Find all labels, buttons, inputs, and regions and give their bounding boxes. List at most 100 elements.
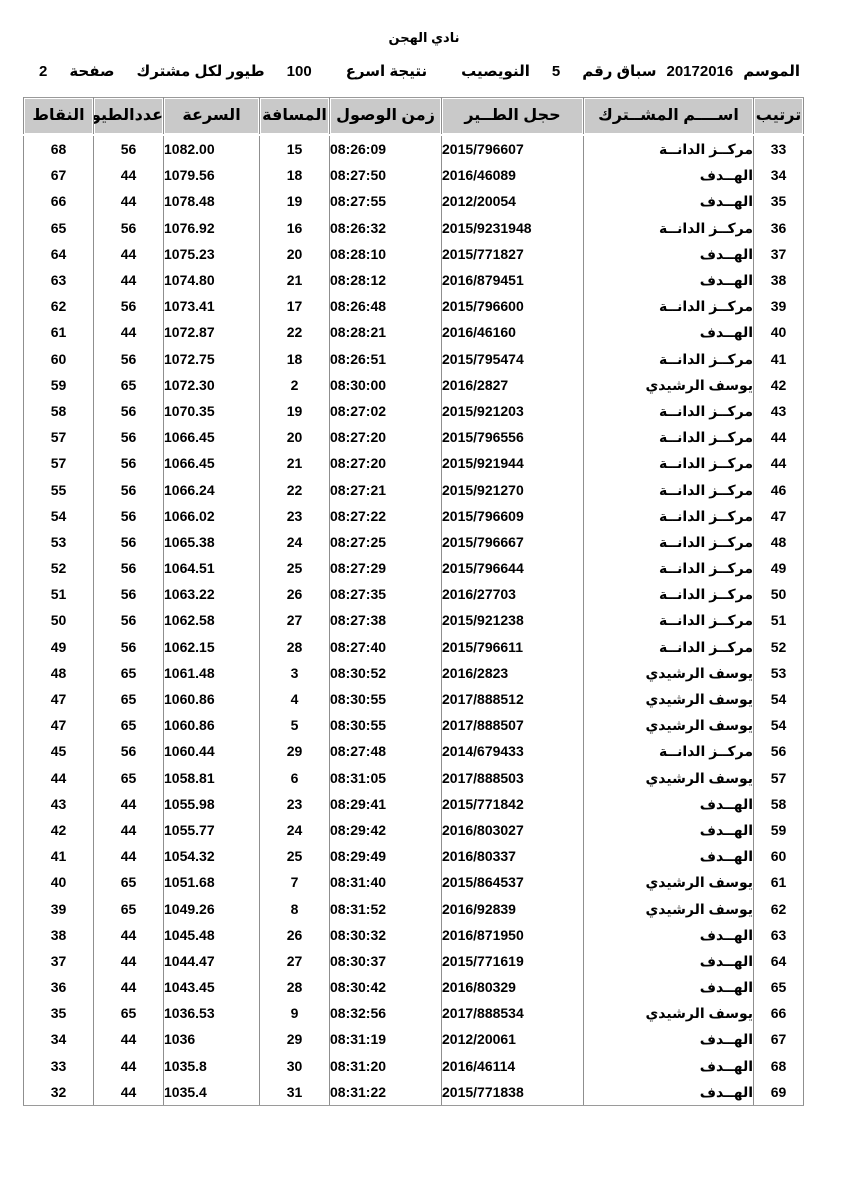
cell-ring-number: 2017/888534 — [441, 1000, 584, 1027]
birds-label: طيور لكل مشترك — [136, 63, 265, 80]
cell-points: 57 — [23, 424, 94, 451]
cell-arrival-time: 08:31:52 — [329, 895, 442, 922]
cell-birds-count: 56 — [93, 293, 164, 320]
cell-birds-count: 56 — [93, 476, 164, 503]
cell-birds-count: 56 — [93, 345, 164, 372]
cell-arrival-time: 08:30:52 — [329, 659, 442, 686]
cell-speed: 1066.24 — [163, 476, 260, 503]
cell-distance: 15 — [259, 135, 330, 163]
cell-rank: 51 — [753, 607, 804, 634]
cell-speed: 1075.23 — [163, 240, 260, 267]
cell-ring-number: 2015/921203 — [441, 397, 584, 425]
table-row: 68 الهــدف 2016/46114 08:31:20 30 1035.8 44 33 — [23, 1052, 804, 1079]
cell-participant-name: مركــز الدانــة — [583, 581, 754, 608]
column-header-time: زمن الوصول — [329, 97, 442, 136]
cell-arrival-time: 08:27:21 — [329, 476, 442, 503]
cell-speed: 1076.92 — [163, 214, 260, 241]
cell-distance: 21 — [259, 450, 330, 477]
cell-distance: 19 — [259, 188, 330, 215]
cell-distance: 5 — [259, 712, 330, 739]
column-header-points: النقاط — [23, 97, 94, 136]
cell-speed: 1036 — [163, 1026, 260, 1053]
cell-points: 34 — [23, 1026, 94, 1053]
cell-participant-name: الهــدف — [583, 974, 754, 1001]
cell-speed: 1072.30 — [163, 371, 260, 398]
table-row: 47 مركــز الدانــة 2015/796609 08:27:22 23 10… — [23, 502, 804, 529]
cell-distance: 9 — [259, 1000, 330, 1027]
cell-rank: 44 — [753, 450, 804, 477]
table-row: 39 مركــز الدانــة 2015/796600 08:26:48 17 10… — [23, 293, 804, 320]
cell-rank: 54 — [753, 685, 804, 713]
cell-points: 43 — [23, 790, 94, 817]
cell-ring-number: 2015/771827 — [441, 240, 584, 267]
cell-distance: 23 — [259, 502, 330, 529]
cell-participant-name: يوسف الرشيدي — [583, 1000, 754, 1027]
cell-rank: 44 — [753, 424, 804, 451]
cell-ring-number: 2017/888507 — [441, 712, 584, 739]
cell-speed: 1035.8 — [163, 1052, 260, 1079]
cell-arrival-time: 08:28:21 — [329, 319, 442, 346]
table-row: 54 يوسف الرشيدي 2017/888507 08:30:55 5 1060.8… — [23, 712, 804, 739]
cell-ring-number: 2015/796611 — [441, 633, 584, 660]
cell-rank: 60 — [753, 843, 804, 870]
cell-distance: 25 — [259, 555, 330, 582]
cell-rank: 43 — [753, 397, 804, 425]
cell-participant-name: يوسف الرشيدي — [583, 685, 754, 713]
cell-points: 59 — [23, 371, 94, 398]
cell-points: 48 — [23, 659, 94, 686]
table-row: 50 مركــز الدانــة 2016/27703 08:27:35 26 106… — [23, 581, 804, 608]
cell-ring-number: 2015/771842 — [441, 790, 584, 817]
cell-points: 55 — [23, 476, 94, 503]
cell-speed: 1066.02 — [163, 502, 260, 529]
cell-birds-count: 56 — [93, 502, 164, 529]
cell-ring-number: 2015/864537 — [441, 869, 584, 896]
cell-arrival-time: 08:30:37 — [329, 947, 442, 974]
cell-points: 32 — [23, 1078, 94, 1106]
results-table: ترتيب اســــم المشــترك حجل الطــير زمن … — [23, 97, 804, 1106]
cell-participant-name: الهــدف — [583, 1052, 754, 1079]
cell-speed: 1070.35 — [163, 397, 260, 425]
cell-speed: 1049.26 — [163, 895, 260, 922]
cell-ring-number: 2017/888503 — [441, 764, 584, 791]
cell-participant-name: الهــدف — [583, 947, 754, 974]
cell-speed: 1055.98 — [163, 790, 260, 817]
cell-participant-name: مركــز الدانــة — [583, 476, 754, 503]
cell-points: 58 — [23, 397, 94, 425]
cell-points: 52 — [23, 555, 94, 582]
cell-arrival-time: 08:27:35 — [329, 581, 442, 608]
cell-ring-number: 2016/2827 — [441, 371, 584, 398]
cell-speed: 1036.53 — [163, 1000, 260, 1027]
cell-ring-number: 2015/9231948 — [441, 214, 584, 241]
cell-arrival-time: 08:31:19 — [329, 1026, 442, 1053]
cell-ring-number: 2016/803027 — [441, 816, 584, 844]
cell-rank: 39 — [753, 293, 804, 320]
cell-points: 41 — [23, 843, 94, 870]
cell-arrival-time: 08:27:20 — [329, 450, 442, 477]
cell-birds-count: 44 — [93, 240, 164, 267]
cell-ring-number: 2015/796644 — [441, 555, 584, 582]
table-header: ترتيب اســــم المشــترك حجل الطــير زمن … — [23, 97, 804, 136]
cell-arrival-time: 08:27:02 — [329, 397, 442, 425]
cell-rank: 48 — [753, 528, 804, 555]
table-row: 63 الهــدف 2016/871950 08:30:32 26 1045.48 44 3… — [23, 921, 804, 948]
cell-arrival-time: 08:31:40 — [329, 869, 442, 896]
table-row: 38 الهــدف 2016/879451 08:28:12 21 1074.80 44 6… — [23, 266, 804, 294]
table-row: 44 مركــز الدانــة 2015/921944 08:27:20 21 10… — [23, 450, 804, 477]
cell-points: 65 — [23, 214, 94, 241]
cell-ring-number: 2016/92839 — [441, 895, 584, 922]
column-header-ring: حجل الطــير — [441, 97, 584, 136]
table-row: 49 مركــز الدانــة 2015/796644 08:27:29 25 10… — [23, 555, 804, 582]
cell-distance: 6 — [259, 764, 330, 791]
cell-points: 61 — [23, 319, 94, 346]
cell-speed: 1072.75 — [163, 345, 260, 372]
cell-speed: 1078.48 — [163, 188, 260, 215]
cell-arrival-time: 08:31:20 — [329, 1052, 442, 1079]
cell-ring-number: 2016/2823 — [441, 659, 584, 686]
cell-birds-count: 44 — [93, 921, 164, 948]
cell-participant-name: مركــز الدانــة — [583, 528, 754, 555]
cell-speed: 1043.45 — [163, 974, 260, 1001]
cell-arrival-time: 08:27:48 — [329, 738, 442, 765]
cell-ring-number: 2017/888512 — [441, 685, 584, 713]
table-row: 57 يوسف الرشيدي 2017/888503 08:31:05 6 1058.8… — [23, 764, 804, 791]
cell-participant-name: يوسف الرشيدي — [583, 764, 754, 791]
